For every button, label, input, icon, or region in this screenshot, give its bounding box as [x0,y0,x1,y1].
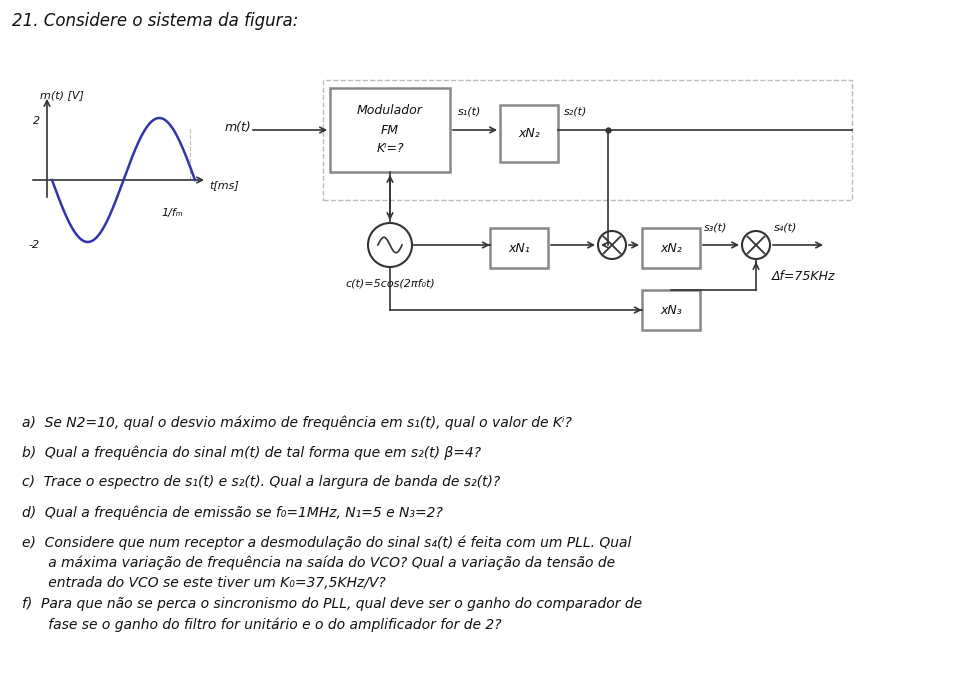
Text: xN₂: xN₂ [660,242,682,255]
Text: m(t): m(t) [225,122,252,134]
Text: xN₂: xN₂ [518,127,540,140]
Bar [642,228,700,268]
Text: 21. Considere o sistema da figura:: 21. Considere o sistema da figura: [12,12,299,30]
Text: -2: -2 [29,240,40,250]
Text: f)  Para que não se perca o sincronismo do PLL, qual deve ser o ganho do compara: f) Para que não se perca o sincronismo d… [22,597,642,632]
Text: s₂(t): s₂(t) [564,106,588,116]
Text: e)  Considere que num receptor a desmodulação do sinal s₄(t) é feita com um PLL.: e) Considere que num receptor a desmodul… [22,535,632,590]
Text: 2: 2 [33,116,40,126]
Bar [642,290,700,330]
Text: xN₃: xN₃ [660,303,682,317]
Bar [500,105,558,162]
Text: s₁(t): s₁(t) [458,106,482,116]
Text: a)  Se N2=10, qual o desvio máximo de frequência em s₁(t), qual o valor de Kⁱ?: a) Se N2=10, qual o desvio máximo de fre… [22,415,572,429]
Bar [490,228,548,268]
Text: c(t)=5cos(2πf₀t): c(t)=5cos(2πf₀t) [346,279,435,289]
Text: t[ms]: t[ms] [209,180,239,190]
Bar [330,88,450,172]
Text: c)  Trace o espectro de s₁(t) e s₂(t). Qual a largura de banda de s₂(t)?: c) Trace o espectro de s₁(t) e s₂(t). Qu… [22,475,500,489]
Text: Modulador
FM
Kⁱ=?: Modulador FM Kⁱ=? [357,104,423,155]
Bar [323,80,852,200]
Text: m(t) [V]: m(t) [V] [40,90,84,100]
Text: s₃(t): s₃(t) [704,223,728,233]
Text: d)  Qual a frequência de emissão se f₀=1MHz, N₁=5 e N₃=2?: d) Qual a frequência de emissão se f₀=1M… [22,505,443,519]
Text: xN₁: xN₁ [508,242,530,255]
Text: Δf=75KHz: Δf=75KHz [772,271,835,283]
Text: 1/fₘ: 1/fₘ [161,208,182,218]
Text: b)  Qual a frequência do sinal m(t) de tal forma que em s₂(t) β=4?: b) Qual a frequência do sinal m(t) de ta… [22,445,481,459]
Text: s₄(t): s₄(t) [774,223,798,233]
